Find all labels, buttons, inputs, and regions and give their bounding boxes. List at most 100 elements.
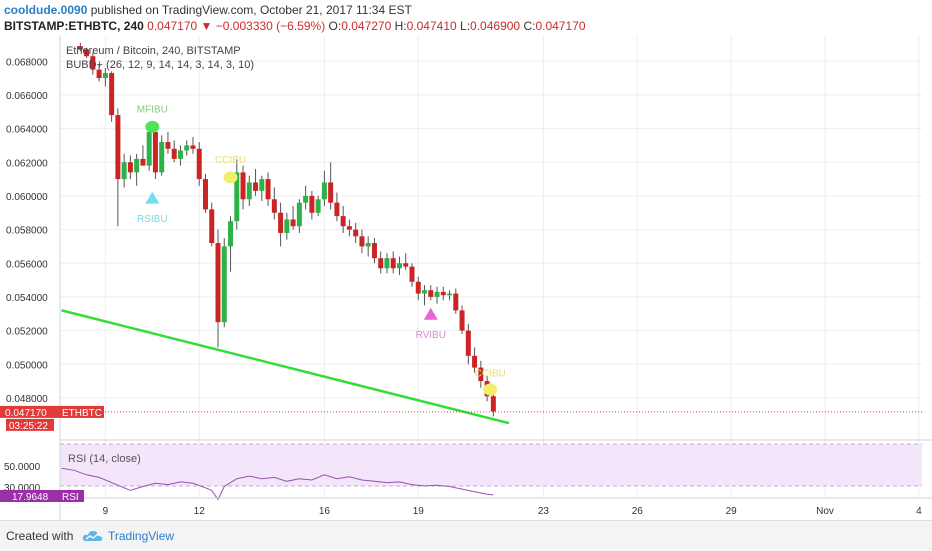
candle-body-0 (77, 46, 83, 50)
candle-body-24 (228, 221, 234, 247)
rsi-value-tag (0, 490, 84, 502)
symbol-label: BITSTAMP:ETHBTC, 240 (4, 19, 144, 33)
price-tag-value: 0.047170 (5, 408, 47, 419)
ohlc-line: BITSTAMP:ETHBTC, 240 0.047170 ▼ −0.00333… (4, 19, 586, 33)
candle-body-20 (202, 179, 208, 210)
signal-circle-icon-2 (223, 171, 238, 184)
candle-body-62 (465, 330, 471, 356)
candle-body-3 (96, 69, 102, 79)
time-tick-6: 29 (726, 506, 738, 517)
rsi-tick-50: 50.0000 (4, 462, 41, 473)
price-tick-8: 0.052000 (6, 327, 48, 338)
candle-body-51 (396, 263, 402, 269)
open-label: O: (328, 19, 342, 33)
time-tick-7: Nov (816, 506, 834, 517)
author-link[interactable]: cooldude.0090 (4, 3, 88, 17)
price-tick-4: 0.060000 (6, 192, 48, 203)
footer: Created with TradingView (0, 520, 932, 551)
candle-body-53 (409, 266, 415, 282)
candle-body-52 (403, 263, 409, 267)
candle-body-2 (90, 56, 96, 70)
candle-body-31 (271, 199, 277, 213)
candle-body-48 (378, 258, 384, 269)
signal-label-0: MFIBU (137, 104, 168, 115)
publish-info: published on TradingView.com, October 21… (90, 3, 412, 17)
candle-body-49 (384, 258, 390, 269)
candle-body-27 (246, 182, 252, 200)
candle-body-61 (459, 310, 465, 331)
candle-body-7 (121, 162, 127, 180)
candle-body-39 (321, 182, 327, 200)
candle-body-10 (140, 158, 146, 166)
candle-body-54 (415, 281, 421, 294)
candle-body-50 (390, 258, 396, 269)
created-with: Created with (6, 529, 74, 543)
candle-body-6 (115, 115, 121, 180)
close-label: C: (523, 19, 536, 33)
grid (60, 36, 922, 498)
signal-label-4: CCIBU (475, 369, 506, 380)
time-tick-2: 16 (319, 506, 331, 517)
price-tick-7: 0.054000 (6, 293, 48, 304)
candle-body-15 (171, 148, 177, 159)
candle-body-12 (152, 131, 158, 173)
candle-body-22 (215, 243, 221, 323)
candles (77, 42, 496, 417)
rsi-band (60, 444, 922, 486)
candle-body-56 (428, 290, 434, 297)
candle-body-40 (328, 182, 334, 203)
price-tick-6: 0.056000 (6, 259, 48, 270)
candle-body-46 (365, 243, 371, 247)
candle-body-44 (353, 229, 359, 237)
candle-body-17 (184, 145, 190, 151)
signal-triangle-icon-3 (423, 307, 438, 320)
trendline[interactable] (61, 309, 510, 425)
signal-label-1: RSIBU (137, 214, 168, 225)
signals: MFIBU RSIBU CCIBU RVIBU CCIBU (137, 104, 506, 396)
rsi-value: 17.9648 (12, 492, 49, 503)
time-tick-4: 23 (538, 506, 550, 517)
candle-body-47 (371, 243, 377, 259)
time-tick-5: 26 (632, 506, 644, 517)
rsi-line (61, 467, 494, 501)
open-value: 0.047270 (341, 19, 392, 33)
candle-body-45 (359, 236, 365, 247)
candle-body-43 (346, 226, 352, 230)
candle-body-60 (453, 293, 459, 311)
price-tick-0: 0.068000 (6, 57, 48, 68)
candle-body-42 (340, 216, 346, 227)
publish-line: cooldude.0090 published on TradingView.c… (4, 3, 412, 17)
indicator-label: BUBD+ (26, 12, 9, 14, 14, 3, 14, 3, 10) (66, 59, 254, 71)
price-tick-2: 0.064000 (6, 125, 48, 136)
candle-body-59 (447, 293, 453, 296)
time-axis[interactable]: 9 12 16 19 23 26 29 Nov 4 (103, 506, 923, 517)
time-tick-8: 4 (916, 506, 922, 517)
chart-canvas[interactable]: MFIBU RSIBU CCIBU RVIBU CCIBU 0.068000 0.0660… (0, 36, 932, 520)
signal-circle-icon-4 (483, 383, 498, 396)
candle-body-13 (159, 142, 165, 173)
candle-body-33 (284, 219, 290, 233)
down-arrow-icon: ▼ (200, 19, 213, 33)
candle-body-26 (240, 172, 246, 200)
candle-body-5 (109, 73, 115, 116)
countdown: 03:25:22 (9, 421, 48, 432)
rsi-tick-30: 30.0000 (4, 483, 41, 494)
candle-body-19 (196, 148, 202, 180)
candle-body-16 (177, 150, 183, 159)
rsi-label: RSI (14, close) (68, 453, 141, 465)
price-tag-symbol: ETHBTC (62, 408, 102, 419)
price-tick-3: 0.062000 (6, 158, 48, 169)
time-tick-0: 9 (103, 506, 109, 517)
low-label: L: (460, 19, 471, 33)
candle-body-63 (472, 355, 478, 368)
price-tag (0, 405, 104, 418)
tradingview-link[interactable]: TradingView (108, 529, 175, 543)
time-tick-3: 19 (413, 506, 425, 517)
signal-label-3: RVIBU (416, 330, 446, 341)
price-tick-5: 0.058000 (6, 226, 48, 237)
candle-body-23 (221, 246, 227, 323)
price-tick-1: 0.066000 (6, 91, 48, 102)
candle-body-58 (440, 291, 446, 296)
candle-body-41 (334, 202, 340, 217)
price-axis[interactable]: 0.068000 0.066000 0.064000 0.062000 0.060000… (6, 57, 48, 405)
